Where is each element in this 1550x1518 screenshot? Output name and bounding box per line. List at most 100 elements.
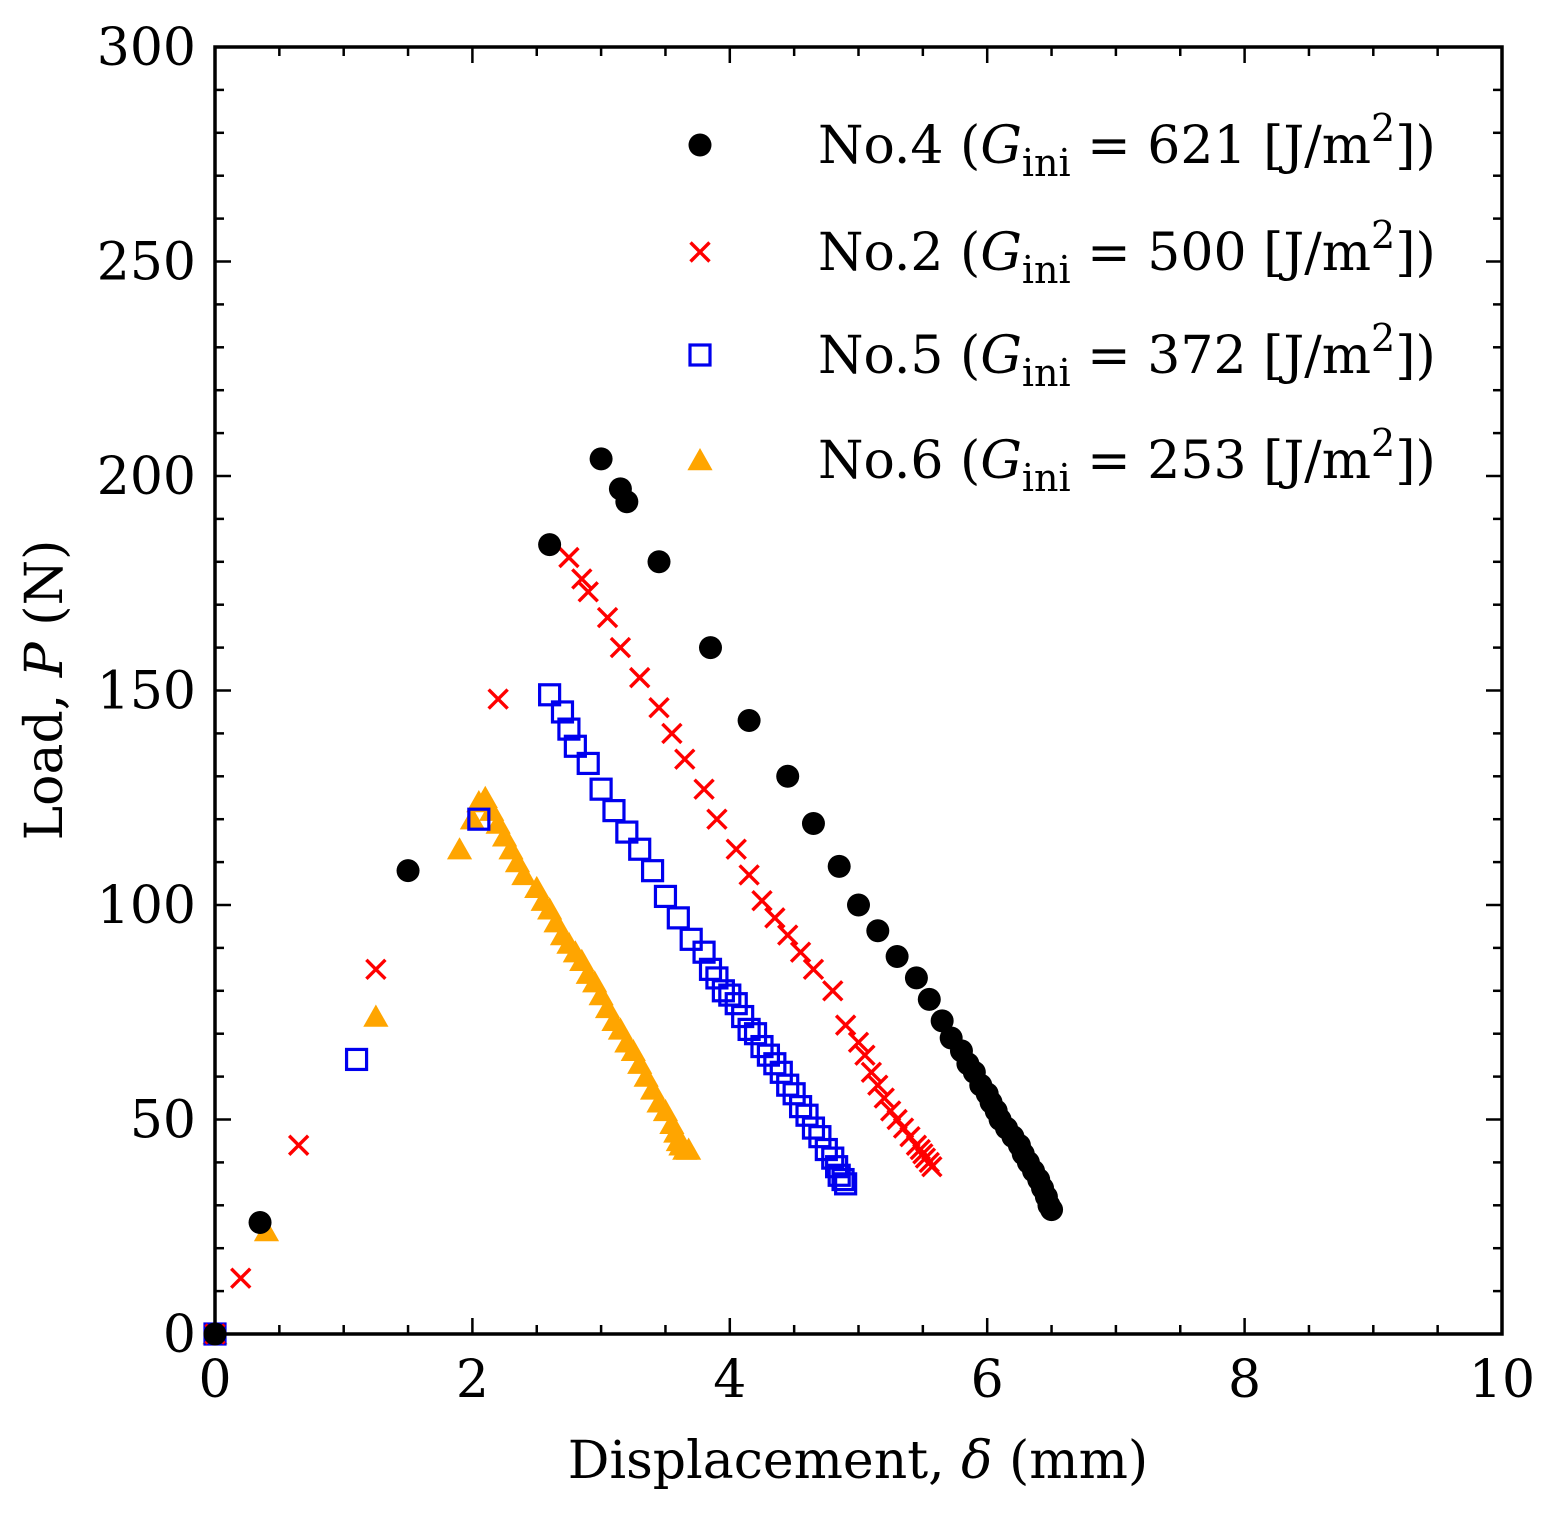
data-point-stroke	[751, 890, 773, 912]
data-point	[930, 1009, 954, 1033]
x-axis-symbol: δ	[961, 1431, 992, 1491]
x-tick-label: 4	[713, 1350, 746, 1410]
data-point	[571, 568, 593, 590]
data-point	[854, 1044, 876, 1066]
data-point	[446, 837, 473, 860]
data-point	[831, 1167, 855, 1192]
x-tick-label: 2	[456, 1350, 489, 1410]
data-point	[511, 862, 537, 886]
data-point	[737, 709, 761, 733]
data-point	[459, 807, 485, 830]
data-point	[917, 987, 941, 1011]
data-point	[737, 1017, 761, 1042]
data-point	[628, 837, 652, 861]
y-axis-unit: (N)	[15, 540, 75, 643]
data-point	[596, 606, 619, 629]
legend-label-prefix: No.2 (	[818, 223, 980, 283]
legend-label-subscript: ini	[1022, 248, 1071, 292]
legend-label-superscript: 2	[1371, 421, 1395, 465]
legend-label-subscript: ini	[1022, 141, 1071, 185]
data-point-stroke	[834, 1014, 857, 1036]
data-point	[363, 1004, 389, 1027]
legend-label-symbol: G	[980, 326, 1022, 386]
data-point	[827, 854, 851, 878]
legend-label: No.5 (Gini = 372 [J/m2])	[818, 316, 1436, 395]
data-point	[904, 966, 928, 990]
legend-label-suffix: ])	[1395, 116, 1436, 176]
data-point-stroke	[577, 581, 599, 603]
data-point	[602, 799, 626, 823]
data-point	[921, 1155, 943, 1178]
y-tick-label: 250	[97, 233, 196, 293]
data-point	[776, 764, 800, 788]
data-point	[577, 581, 599, 603]
data-point	[782, 1082, 806, 1106]
data-point	[550, 700, 575, 724]
data-point	[873, 1087, 895, 1109]
data-point-stroke	[629, 666, 651, 689]
data-point-stroke	[596, 606, 619, 629]
legend-label-value: = 621 [J/m	[1071, 116, 1371, 176]
y-tick-label: 50	[130, 1091, 196, 1151]
data-point-stroke	[789, 941, 812, 963]
data-point	[648, 696, 670, 719]
data-point	[688, 133, 712, 157]
data-point-stroke	[648, 696, 670, 719]
legend-entry: No.2 (Gini = 500 [J/m2])	[689, 213, 1436, 292]
data-point	[287, 1134, 310, 1156]
y-axis-symbol: P	[15, 641, 75, 678]
y-tick-label: 300	[97, 18, 196, 78]
data-point	[230, 1267, 252, 1289]
x-tick-label: 0	[198, 1350, 231, 1410]
data-point	[885, 944, 909, 968]
data-point	[538, 533, 562, 557]
data-point-stroke	[689, 241, 711, 263]
legend-label-prefix: No.6 (	[818, 431, 980, 491]
ticks-layer	[213, 45, 1504, 1336]
legend-label-suffix: ])	[1395, 326, 1436, 386]
x-tick-label: 6	[971, 1350, 1004, 1410]
data-point-stroke	[230, 1267, 252, 1289]
legend-entry: No.6 (Gini = 253 [J/m2])	[687, 421, 1436, 500]
x-axis-title-prefix: Displacement,	[568, 1431, 961, 1491]
data-point	[711, 979, 735, 1003]
legend-entry: No.4 (Gini = 621 [J/m2])	[688, 106, 1436, 185]
data-point-stroke	[365, 958, 387, 981]
data-point	[802, 958, 825, 981]
data-point-stroke	[706, 808, 728, 830]
legend-label-symbol: G	[980, 223, 1022, 283]
data-point	[640, 859, 665, 883]
data-point	[557, 717, 581, 741]
data-point	[629, 666, 651, 689]
data-point	[563, 734, 587, 758]
data-point	[467, 807, 491, 831]
data-point	[653, 884, 678, 909]
data-point	[576, 751, 600, 776]
legend-label-value: = 500 [J/m	[1071, 223, 1371, 283]
data-point	[661, 722, 683, 745]
data-point	[724, 992, 748, 1016]
y-axis-title-prefix: Load,	[15, 677, 75, 840]
legend-label-symbol: G	[980, 116, 1022, 176]
series-no-2	[204, 546, 943, 1345]
data-point	[795, 1103, 819, 1127]
data-point-stroke	[921, 1155, 943, 1178]
data-point	[705, 966, 729, 990]
data-point	[692, 940, 716, 964]
data-point	[666, 906, 690, 930]
legend-label: No.4 (Gini = 621 [J/m2])	[818, 106, 1436, 185]
data-point-stroke	[725, 838, 747, 860]
data-point-stroke	[558, 546, 580, 569]
data-point	[589, 777, 613, 801]
data-point-stroke	[609, 636, 632, 659]
x-tick-label: 8	[1228, 1350, 1261, 1410]
data-point-stroke	[571, 568, 593, 590]
data-point	[674, 748, 696, 770]
legend-label-superscript: 2	[1371, 106, 1395, 150]
data-point-stroke	[847, 1031, 870, 1053]
x-tick-label: 10	[1469, 1350, 1535, 1410]
y-axis-title: Load, P (N)	[15, 540, 75, 841]
data-point	[866, 919, 890, 943]
